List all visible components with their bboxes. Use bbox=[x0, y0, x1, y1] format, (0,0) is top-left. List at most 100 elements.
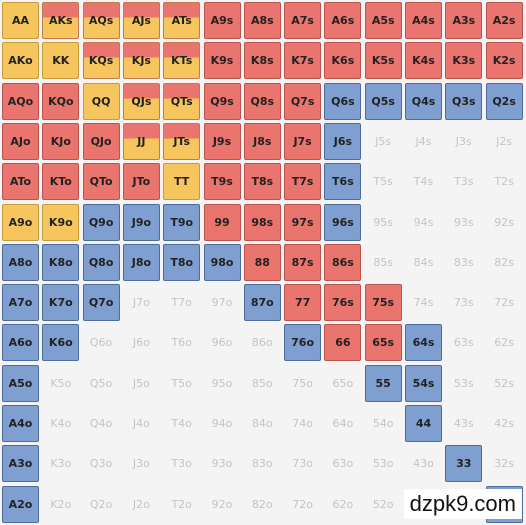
hand-cell: KTs bbox=[163, 42, 201, 80]
hand-cell: T9o bbox=[163, 203, 201, 241]
hand-cell: QJs bbox=[122, 82, 160, 120]
hand-cell: A4o bbox=[2, 405, 39, 442]
hand-cell: T4o bbox=[171, 417, 192, 430]
hand-cell: A9o bbox=[2, 203, 39, 241]
hand-cell: J3s bbox=[455, 134, 472, 148]
hand-cell: 98o bbox=[203, 243, 241, 281]
hand-cell: 54s bbox=[405, 364, 442, 402]
hand-cell: K2s bbox=[485, 42, 523, 80]
hand-cell: 97s bbox=[284, 203, 322, 241]
hand-cell: A3s bbox=[445, 2, 483, 39]
hand-cell: Q3o bbox=[89, 457, 113, 471]
hand-cell: 33 bbox=[445, 445, 483, 483]
hand-cell: 44 bbox=[405, 405, 442, 442]
hand-cell: 85s bbox=[373, 255, 394, 269]
hand-cell: 54o bbox=[372, 417, 394, 430]
hand-cell: A6o bbox=[2, 324, 39, 362]
hand-cell: 65o bbox=[332, 376, 354, 390]
hand-cell: 63s bbox=[453, 336, 474, 350]
hand-cell: A2o bbox=[2, 485, 39, 523]
hand-cell: A4s bbox=[405, 2, 442, 39]
hand-cell: 99 bbox=[203, 203, 241, 241]
hand-cell: J5o bbox=[132, 376, 150, 390]
hand-cell: 86o bbox=[251, 336, 273, 350]
hand-cell: KTo bbox=[42, 163, 80, 201]
hand-cell: 42s bbox=[494, 417, 514, 430]
hand-cell: K7s bbox=[284, 42, 322, 80]
hand-cell: 63o bbox=[332, 457, 354, 471]
hand-cell: JTs bbox=[163, 122, 201, 160]
hand-cell: 32s bbox=[494, 457, 514, 471]
hand-cell: 64s bbox=[405, 324, 442, 362]
hand-cell: 93s bbox=[453, 215, 474, 229]
hand-cell: 82o bbox=[251, 497, 273, 511]
hand-cell: A8o bbox=[2, 243, 39, 281]
hand-cell: Q7s bbox=[284, 82, 322, 120]
hand-cell: 86s bbox=[324, 243, 362, 281]
hand-cell: TT bbox=[163, 163, 201, 201]
hand-cell: 87s bbox=[284, 243, 322, 281]
hand-cell: 52s bbox=[494, 376, 514, 390]
hand-cell: 76o bbox=[284, 324, 322, 362]
hand-cell: K6o bbox=[42, 324, 80, 362]
hand-cell: Q2s bbox=[485, 82, 523, 120]
hand-cell: T8s bbox=[243, 163, 281, 201]
hand-cell: K8s bbox=[243, 42, 281, 80]
hand-cell: 97o bbox=[211, 296, 233, 310]
hand-cell: 53o bbox=[372, 457, 394, 471]
hand-cell: 92o bbox=[211, 497, 233, 511]
hand-cell: Q5o bbox=[89, 376, 113, 390]
hand-cell: 64o bbox=[332, 417, 354, 430]
hand-cell: J7s bbox=[284, 122, 322, 160]
hand-cell: K5o bbox=[50, 376, 72, 390]
hand-cell: 43o bbox=[413, 457, 434, 471]
hand-cell: J7o bbox=[132, 296, 150, 310]
hand-cell: KJo bbox=[42, 122, 80, 160]
hand-cell: Q8o bbox=[82, 243, 120, 281]
hand-cell: J2s bbox=[496, 134, 513, 148]
hand-cell: J8o bbox=[122, 243, 160, 281]
hand-cell: T3o bbox=[171, 457, 192, 471]
hand-cell: K5s bbox=[364, 42, 402, 80]
hand-cell: J6o bbox=[132, 336, 150, 350]
hand-cell: QQ bbox=[82, 82, 120, 120]
hand-cell: 76s bbox=[324, 284, 362, 322]
hand-cell: 94s bbox=[413, 215, 434, 229]
hand-cell: J8s bbox=[243, 122, 281, 160]
hand-cell: K4o bbox=[50, 417, 72, 430]
hand-cell: A5o bbox=[2, 364, 39, 402]
hand-cell: J4o bbox=[132, 417, 150, 430]
hand-cell: 72o bbox=[292, 497, 313, 511]
hand-cell: T2s bbox=[494, 175, 514, 189]
watermark: dzpk9.com bbox=[403, 489, 522, 519]
hand-cell: K7o bbox=[42, 284, 80, 322]
hand-cell: K9s bbox=[203, 42, 241, 80]
hand-cell: KK bbox=[42, 42, 80, 80]
hand-cell: A5s bbox=[364, 2, 402, 39]
hand-cell: K9o bbox=[42, 203, 80, 241]
hand-cell: AKo bbox=[2, 42, 39, 80]
hand-cell: K6s bbox=[324, 42, 362, 80]
hand-cell: 62s bbox=[494, 336, 514, 350]
hand-cell: 96o bbox=[211, 336, 233, 350]
hand-cell: K2o bbox=[50, 497, 72, 511]
hand-cell: T2o bbox=[171, 497, 192, 511]
hand-cell: QTs bbox=[163, 82, 201, 120]
hand-cell: AQs bbox=[82, 2, 120, 39]
hand-cell: 66 bbox=[324, 324, 362, 362]
hand-cell: T7s bbox=[284, 163, 322, 201]
hand-cell: J5s bbox=[375, 134, 392, 148]
hand-cell: 73o bbox=[292, 457, 313, 471]
hand-cell: Q3s bbox=[445, 82, 483, 120]
hand-cell: 93o bbox=[211, 457, 233, 471]
hand-cell: ATo bbox=[2, 163, 39, 201]
hand-cell: 87o bbox=[243, 284, 281, 322]
hand-cell: Q4s bbox=[405, 82, 442, 120]
hand-cell: 73s bbox=[453, 296, 474, 310]
hand-cell: J9s bbox=[203, 122, 241, 160]
hand-cell: K4s bbox=[405, 42, 442, 80]
hand-cell: Q6o bbox=[89, 336, 113, 350]
hand-cell: K3s bbox=[445, 42, 483, 80]
hand-cell: A6s bbox=[324, 2, 362, 39]
